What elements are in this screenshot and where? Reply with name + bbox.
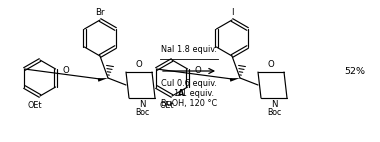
Text: CuI 0.6 equiv.: CuI 0.6 equiv.: [161, 79, 217, 88]
Text: O: O: [268, 60, 274, 69]
Text: Boc: Boc: [135, 108, 149, 117]
Polygon shape: [98, 78, 108, 82]
Text: O: O: [195, 66, 201, 75]
Text: BuOH, 120 °C: BuOH, 120 °C: [161, 99, 217, 108]
Text: O: O: [63, 66, 70, 75]
Text: N: N: [139, 100, 145, 109]
Text: OEt: OEt: [160, 101, 174, 110]
Text: NaI 1.8 equiv.: NaI 1.8 equiv.: [161, 45, 217, 54]
Text: OEt: OEt: [28, 101, 42, 110]
Text: I: I: [231, 8, 233, 17]
Text: 1.1 equiv.: 1.1 equiv.: [174, 89, 214, 98]
Text: Boc: Boc: [267, 108, 281, 117]
Text: 52%: 52%: [344, 66, 365, 76]
Text: A: A: [178, 89, 184, 98]
Text: N: N: [271, 100, 277, 109]
Text: Br: Br: [95, 8, 105, 17]
Text: O: O: [136, 60, 142, 69]
Polygon shape: [230, 78, 240, 82]
